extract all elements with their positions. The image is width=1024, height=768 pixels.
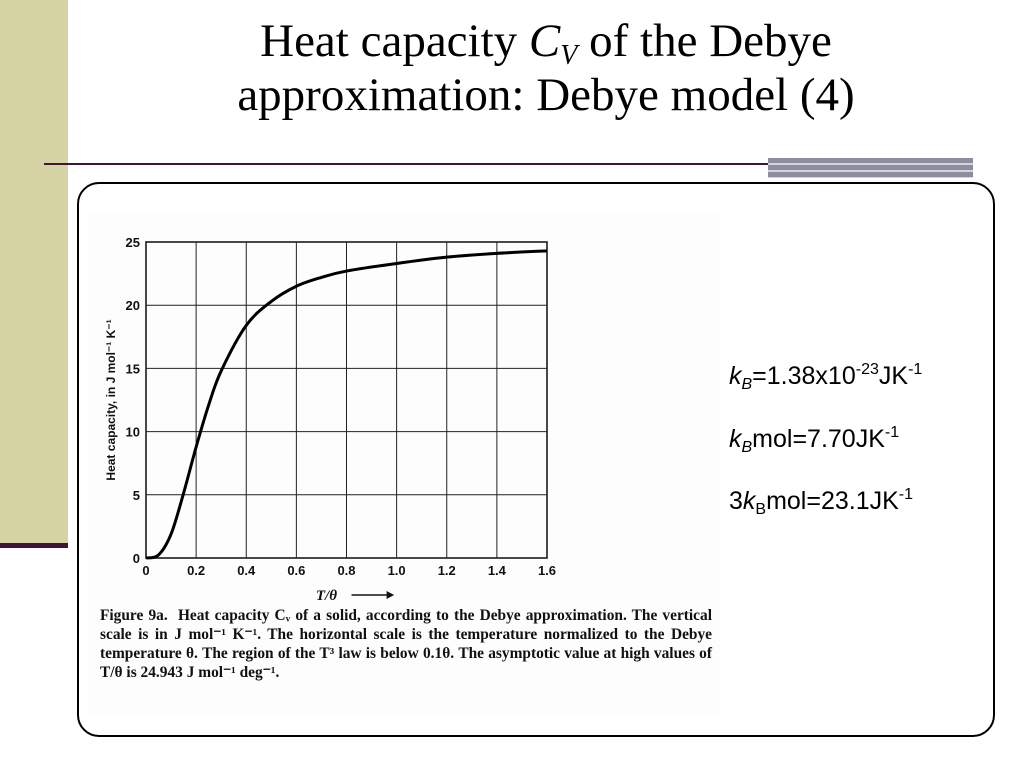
- title-subscript: V: [560, 40, 578, 71]
- x-tick-label: 0.8: [337, 563, 355, 578]
- x-axis-label: T/θ: [316, 588, 337, 604]
- formula-2-exp: -1: [884, 424, 900, 441]
- x-axis-arrowhead: [386, 591, 395, 599]
- formula-gas-constant: kBmol=7.70JK-1: [729, 424, 900, 456]
- heat-capacity-curve: [145, 249, 548, 560]
- formula-boltzmann: kB=1.38x10-23JK-1: [729, 361, 923, 393]
- formula-3-sub: B: [755, 501, 767, 518]
- x-tick-label: 1.2: [438, 563, 456, 578]
- formula-dulong-petit: 3kBmol=23.1JK-1: [729, 486, 914, 518]
- formula-3-var: k: [742, 487, 756, 515]
- heat-capacity-chart: 0 0.2 0.4 0.6 0.8 1.0 1.2 1.4 1.6 0 5 10 15 20 25 T/θ He…: [104, 235, 556, 604]
- title-text-3: approximation: Debye model (4): [237, 69, 855, 121]
- slide-title: Heat capacity CV of the Debye approximat…: [68, 14, 1024, 122]
- title-text-2: of the Debye: [577, 15, 832, 67]
- figure-caption: Figure 9a. Heat capacity Cᵥ of a solid, …: [100, 606, 712, 682]
- x-tick-label: 0.2: [187, 563, 205, 578]
- y-tick-label: 25: [126, 235, 140, 250]
- formula-1-var: k: [729, 362, 742, 390]
- caption-label: Figure 9a.: [100, 607, 168, 624]
- formula-1-sub: B: [741, 376, 753, 393]
- formula-3-exp: -1: [898, 486, 914, 503]
- x-tick-label: 0.4: [237, 563, 256, 578]
- formula-3-pre: 3: [729, 487, 743, 515]
- title-rule-decoration: [768, 158, 973, 178]
- figure-image: 0 0.2 0.4 0.6 0.8 1.0 1.2 1.4 1.6 0 5 10 15 20 25 T/θ He…: [89, 214, 721, 716]
- title-text-1: Heat capacity: [260, 15, 529, 67]
- y-tick-label: 5: [133, 488, 140, 503]
- x-tick-label: 1.6: [538, 563, 556, 578]
- formula-1-unit: JK: [878, 362, 909, 390]
- left-accent-bar: [0, 0, 68, 548]
- x-tick-label: 0: [142, 563, 149, 578]
- y-tick-label: 20: [126, 298, 140, 313]
- formula-2-var: k: [729, 425, 742, 453]
- left-accent-line: [0, 543, 68, 548]
- formula-2-sub: B: [741, 439, 753, 456]
- title-symbol: C: [528, 15, 561, 67]
- formula-1-exp: -23: [855, 361, 879, 378]
- formula-1-unit-exp: -1: [908, 361, 923, 378]
- y-axis-label: Heat capacity, in J mol⁻¹ K⁻¹: [104, 319, 118, 480]
- formula-2-value: mol=7.70JK: [752, 425, 885, 453]
- x-tick-label: 0.6: [287, 563, 305, 578]
- y-tick-label: 10: [126, 425, 140, 440]
- x-tick-label: 1.4: [488, 563, 507, 578]
- caption-text: Heat capacity Cᵥ of a solid, according t…: [100, 607, 712, 681]
- title-rule: [44, 163, 770, 165]
- x-tick-label: 1.0: [388, 563, 406, 578]
- formula-3-value: mol=23.1JK: [766, 487, 899, 515]
- y-tick-label: 0: [133, 551, 140, 566]
- y-tick-label: 15: [126, 361, 140, 376]
- formula-1-value: =1.38x10: [752, 362, 856, 390]
